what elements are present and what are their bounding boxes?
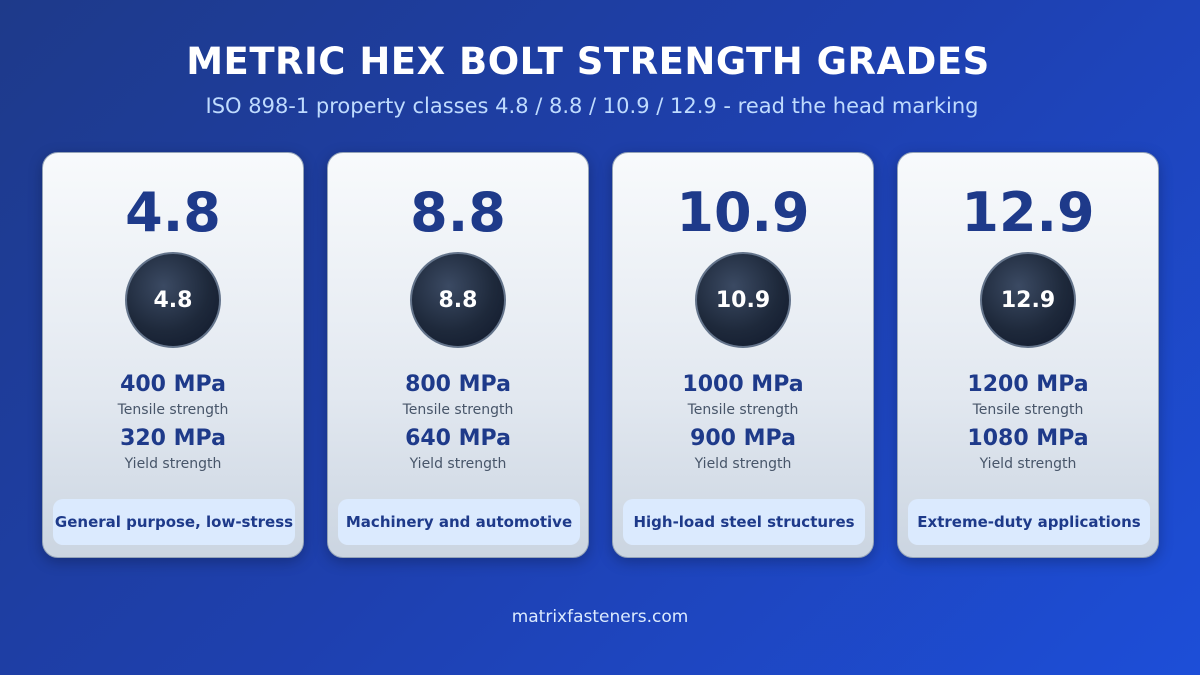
grade: 10.9 bbox=[676, 181, 810, 244]
grade-card: 10.9 10.9 1000 MPa Tensile strength 900 MPa Y… bbox=[612, 152, 874, 558]
grade: 4.8 bbox=[125, 181, 221, 244]
yield-value: 900 MPa bbox=[690, 426, 796, 451]
tensile-value: 1000 MPa bbox=[682, 372, 804, 397]
use-case: Extreme-duty applications bbox=[908, 499, 1150, 545]
tensile-value: 400 MPa bbox=[120, 372, 226, 397]
tensile-value: 800 MPa bbox=[405, 372, 511, 397]
yield-value: 640 MPa bbox=[405, 426, 511, 451]
grade-card: 4.8 4.8 400 MPa Tensile strength 320 MPa Yiel… bbox=[42, 152, 304, 558]
tensile-label: Tensile strength bbox=[402, 402, 514, 418]
tensile-label: Tensile strength bbox=[687, 402, 799, 418]
use-case: General purpose, low-stress bbox=[53, 499, 295, 545]
grade: 8.8 bbox=[410, 181, 506, 244]
head-marking: 10.9 bbox=[715, 288, 771, 313]
bolt-head: 8.8 bbox=[410, 252, 506, 348]
yield-label: Yield strength bbox=[409, 456, 507, 472]
head-marking: 12.9 bbox=[1000, 288, 1056, 313]
tensile-label: Tensile strength bbox=[972, 402, 1084, 418]
bolt-head: 4.8 bbox=[125, 252, 221, 348]
title: METRIC HEX BOLT STRENGTH GRADES bbox=[186, 40, 990, 83]
footer: matrixfasteners.com bbox=[511, 607, 689, 627]
yield-label: Yield strength bbox=[124, 456, 222, 472]
bolt-head: 12.9 bbox=[980, 252, 1076, 348]
grade: 12.9 bbox=[961, 181, 1095, 244]
use-case: High-load steel structures bbox=[623, 499, 865, 545]
head-marking: 8.8 bbox=[438, 288, 478, 313]
subtitle: ISO 898-1 property classes 4.8 / 8.8 / 1… bbox=[205, 94, 979, 118]
yield-label: Yield strength bbox=[694, 456, 792, 472]
use-case: Machinery and automotive bbox=[338, 499, 580, 545]
tensile-value: 1200 MPa bbox=[967, 372, 1089, 397]
yield-value: 320 MPa bbox=[120, 426, 226, 451]
grade-card: 8.8 8.8 800 MPa Tensile strength 640 MPa Yiel… bbox=[327, 152, 589, 558]
tensile-label: Tensile strength bbox=[117, 402, 229, 418]
bolt-head: 10.9 bbox=[695, 252, 791, 348]
yield-value: 1080 MPa bbox=[967, 426, 1089, 451]
grade-card: 12.9 12.9 1200 MPa Tensile strength 1080 MPa… bbox=[897, 152, 1159, 558]
head-marking: 4.8 bbox=[153, 288, 193, 313]
yield-label: Yield strength bbox=[979, 456, 1077, 472]
